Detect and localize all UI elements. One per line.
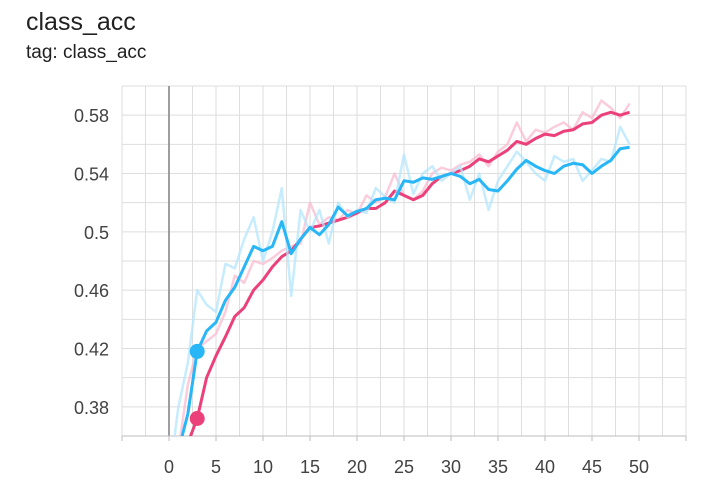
axes <box>121 86 687 441</box>
chart-subtitle: tag: class_acc <box>26 42 147 63</box>
series-layer <box>173 99 631 436</box>
x-tick-label: 10 <box>253 457 273 477</box>
x-tick-label: 45 <box>582 457 602 477</box>
y-tick-label: 0.58 <box>74 106 109 126</box>
y-tick-label: 0.46 <box>74 281 109 301</box>
y-tick-label: 0.38 <box>74 398 109 418</box>
series-1-raw-line <box>173 125 631 436</box>
marker-layer <box>189 343 205 426</box>
x-tick-label: 40 <box>535 457 555 477</box>
x-tick-label: 15 <box>300 457 320 477</box>
series-1-smoothed-line <box>180 145 630 436</box>
chart-title: class_acc <box>26 8 136 36</box>
y-tick-label: 0.42 <box>74 340 109 360</box>
x-tick-label: 25 <box>394 457 414 477</box>
x-tick-label: 35 <box>488 457 508 477</box>
x-tick-label: 0 <box>164 457 174 477</box>
x-tick-label: 30 <box>441 457 461 477</box>
y-tick-label: 0.54 <box>74 165 109 185</box>
series-0-marker <box>189 411 205 426</box>
x-tick-label: 50 <box>629 457 649 477</box>
x-tick-label: 5 <box>211 457 221 477</box>
y-tick-label: 0.5 <box>84 223 109 243</box>
tick-labels: 0.38 0.42 0.46 0.5 0.54 0.58 0 5 10 15 20 25 30 35 40 4… <box>74 106 649 477</box>
series-1-marker <box>189 343 205 359</box>
x-tick-label: 20 <box>347 457 367 477</box>
